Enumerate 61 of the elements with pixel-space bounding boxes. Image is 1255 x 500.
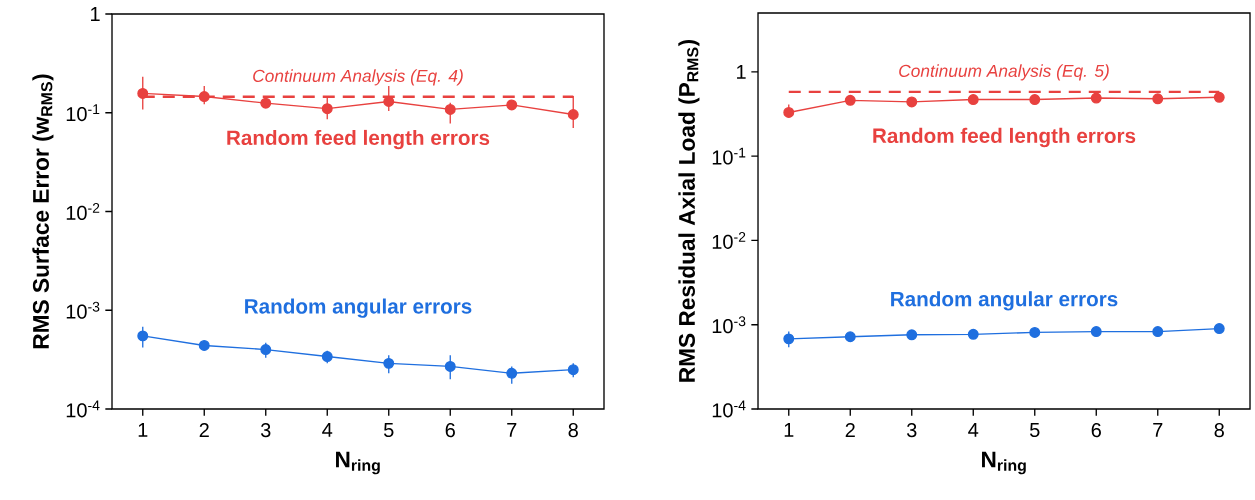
series-label: Random angular errors [891, 291, 1118, 311]
ref-line-label: Continuum Analysis (Eq. 5) [899, 64, 1109, 81]
x-tick-label: 3 [260, 423, 271, 438]
point [1152, 93, 1164, 105]
x-tick-label: 7 [507, 423, 517, 437]
x-tick-label: 1 [784, 423, 794, 437]
point [321, 103, 333, 115]
series-label: Random feed length errors [873, 127, 1136, 148]
x-tick-label: 7 [1153, 423, 1163, 437]
point [260, 344, 272, 356]
x-tick-label: 8 [568, 423, 578, 438]
point [906, 96, 918, 108]
y-tick-label: 10$^{-3}$ [66, 301, 100, 319]
point [967, 94, 979, 106]
point [1213, 91, 1225, 103]
point [137, 330, 149, 342]
x-tick-label: 2 [845, 423, 855, 437]
point [1152, 326, 1164, 338]
point [783, 107, 795, 118]
ref-line-label: Continuum Analysis (Eq. 4) [253, 69, 463, 86]
point [844, 331, 856, 343]
series-label: Random feed length errors [227, 129, 490, 150]
x-tick-label: 2 [199, 423, 209, 438]
point [321, 351, 333, 362]
point [844, 94, 856, 106]
point [567, 109, 579, 120]
point [1029, 94, 1041, 106]
point [1029, 326, 1041, 338]
y-tick-label: 10$^{-2}$ [66, 203, 100, 220]
y-tick-label: 10$^{-4}$ [712, 400, 746, 418]
x-tick-label: 4 [322, 423, 333, 437]
point [1213, 323, 1225, 335]
y-tick-label: 10$^{-3}$ [712, 316, 746, 334]
point [967, 328, 979, 340]
x-axis-title: N$_{ring}$ [336, 451, 380, 475]
y-axis-title: RMS Residual Axial Load (P$_{RMS}$) [678, 39, 700, 382]
x-tick-label: 5 [1029, 423, 1040, 437]
x-tick-label: 3 [906, 423, 917, 438]
point [137, 87, 149, 99]
y-tick-label: 10$^{-4}$ [66, 400, 100, 418]
x-axis-title: N$_{ring}$ [982, 451, 1026, 475]
x-tick-label: 4 [968, 423, 979, 437]
x-tick-label: 5 [383, 423, 394, 437]
x-tick-label: 1 [138, 423, 148, 437]
point [1090, 92, 1102, 104]
point [1090, 326, 1102, 338]
y-tick-label: 10$^{-2}$ [712, 232, 746, 249]
x-tick-label: 6 [445, 423, 455, 438]
point [444, 360, 456, 372]
point [260, 97, 272, 109]
y-tick-label: 1 [737, 65, 746, 79]
point [198, 339, 210, 351]
point [506, 99, 518, 111]
point [906, 329, 918, 341]
x-tick-label: 8 [1214, 423, 1224, 438]
y-tick-label: 10$^{-1}$ [66, 104, 100, 122]
y-axis-title: RMS Surface Error (w$_{RMS}$) [32, 74, 54, 349]
series-label: Random angular errors [245, 298, 472, 318]
y-tick-label: 1 [91, 7, 100, 21]
x-tick-label: 6 [1091, 423, 1101, 438]
y-tick-label: 10$^{-1}$ [712, 147, 746, 165]
